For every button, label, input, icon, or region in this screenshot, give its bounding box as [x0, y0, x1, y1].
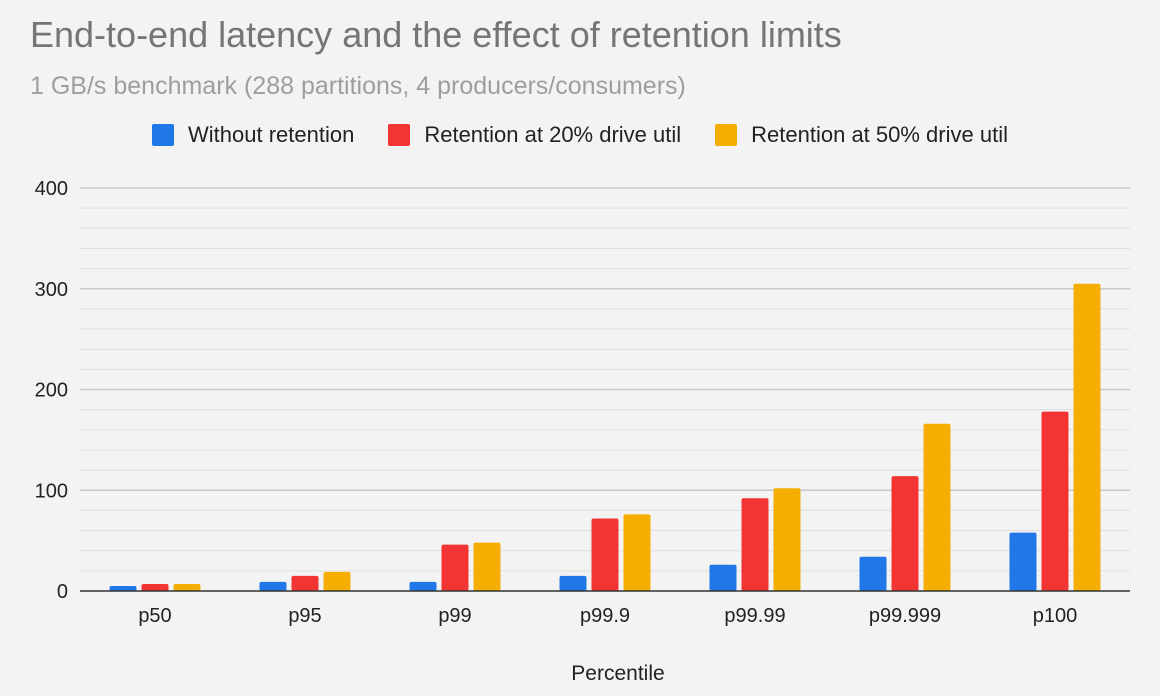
y-tick-label: 300 [35, 279, 68, 301]
legend-swatch-retention-50 [715, 124, 738, 146]
legend-label-retention-20: Retention at 20% drive util [424, 122, 682, 147]
x-tick-label: p100 [1033, 605, 1078, 627]
y-axis-ticks: 0 100 200 300 400 [35, 178, 68, 603]
bar-p95-series-1[interactable] [259, 581, 287, 591]
legend-item-retention-20[interactable]: Retention at 20% drive util [388, 122, 681, 148]
y-tick-label: 0 [57, 581, 68, 603]
legend-label-retention-50: Retention at 50% drive util [751, 122, 1008, 147]
bars [109, 283, 1101, 591]
chart-subtitle: 1 GB/s benchmark (288 partitions, 4 prod… [30, 72, 686, 100]
bar-p99.99-series-1[interactable] [709, 564, 737, 591]
grid-lines [80, 187, 1130, 572]
bar-p99.99-series-3[interactable] [773, 488, 801, 591]
bar-p99.9-series-1[interactable] [559, 575, 587, 591]
bar-p99.9-series-2[interactable] [591, 518, 619, 591]
bar-p50-series-2[interactable] [141, 583, 169, 591]
legend-item-without-retention[interactable]: Without retention [152, 122, 354, 148]
bar-p99.999-series-1[interactable] [859, 556, 887, 591]
x-tick-label: p99 [438, 605, 471, 627]
legend-item-retention-50[interactable]: Retention at 50% drive util [715, 122, 1008, 148]
y-tick-label: 400 [35, 178, 68, 200]
bar-p99.999-series-2[interactable] [891, 476, 919, 591]
legend-label-without-retention: Without retention [188, 122, 355, 147]
x-tick-label: p99.99 [724, 605, 785, 627]
legend-swatch-without-retention [152, 124, 175, 146]
y-tick-label: 100 [35, 480, 68, 502]
chart-legend: Without retention Retention at 20% drive… [0, 122, 1160, 148]
bar-p50-series-1[interactable] [109, 585, 137, 591]
bar-p100-series-2[interactable] [1041, 411, 1069, 591]
bar-p99-series-3[interactable] [473, 542, 501, 591]
bar-p99.999-series-3[interactable] [923, 423, 951, 591]
bar-p100-series-3[interactable] [1073, 283, 1101, 591]
bar-p99.99-series-2[interactable] [741, 498, 769, 591]
x-tick-label: p99.999 [869, 605, 941, 627]
bar-p99-series-2[interactable] [441, 544, 469, 591]
chart-title: End-to-end latency and the effect of ret… [30, 14, 842, 55]
bar-p95-series-3[interactable] [323, 571, 351, 591]
x-tick-label: p50 [138, 605, 171, 627]
bar-p50-series-3[interactable] [173, 583, 201, 591]
bar-p100-series-1[interactable] [1009, 532, 1037, 591]
bar-p99-series-1[interactable] [409, 581, 437, 591]
y-tick-label: 200 [35, 380, 68, 402]
x-axis-title: Percentile [571, 662, 664, 685]
bar-p95-series-2[interactable] [291, 575, 319, 591]
x-tick-label: p99.9 [580, 605, 630, 627]
x-axis-ticks: p50 p95 p99 p99.9 p99.99 p99.999 p100 [138, 605, 1077, 627]
legend-swatch-retention-20 [388, 124, 411, 146]
bar-p99.9-series-3[interactable] [623, 514, 651, 591]
x-tick-label: p95 [288, 605, 321, 627]
